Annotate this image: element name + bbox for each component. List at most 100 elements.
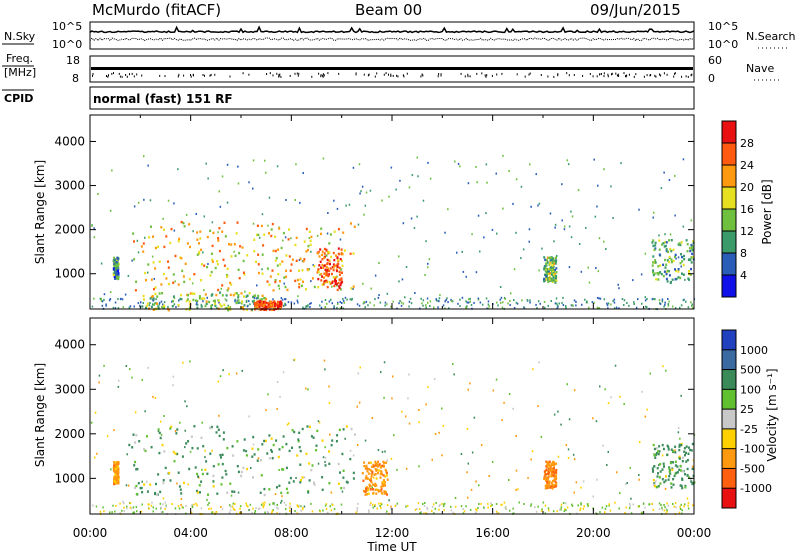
scatter-cell [239, 301, 241, 304]
scatter-cell [556, 304, 559, 307]
nave-mark [298, 72, 300, 75]
scatter-cell [259, 298, 261, 301]
scatter-cell [418, 508, 421, 511]
scatter-cell [302, 260, 305, 263]
scatter-cell [274, 259, 277, 262]
scatter-cell [678, 443, 681, 446]
scatter-cell [238, 251, 241, 255]
scatter-cell [547, 475, 550, 478]
scatter-cell [200, 507, 203, 510]
scatter-cell [139, 304, 141, 307]
scatter-cell [567, 457, 570, 459]
scatter-cell [293, 430, 296, 434]
scatter-cell [128, 443, 131, 447]
scatter-cell [491, 460, 494, 463]
scatter-cell [148, 507, 150, 510]
scatter-cell [360, 190, 362, 193]
scatter-cell [614, 364, 617, 367]
scatter-cell [94, 411, 97, 414]
scatter-cell [101, 300, 104, 303]
velocity-colorbar-tick: 1000 [740, 344, 768, 357]
nave-mark [214, 73, 216, 76]
date-title: 09/Jun/2015 [590, 1, 681, 19]
scatter-cell [202, 445, 205, 448]
scatter-cell [167, 282, 170, 286]
scatter-cell [112, 267, 115, 270]
scatter-cell [331, 504, 334, 506]
scatter-cell [134, 441, 137, 444]
scatter-cell [184, 400, 186, 403]
scatter-cell [139, 486, 142, 490]
scatter-cell [544, 484, 547, 487]
scatter-cell [133, 240, 135, 243]
scatter-cell [686, 459, 689, 462]
scatter-cell [285, 466, 288, 470]
scatter-cell [236, 440, 239, 443]
nave-mark [367, 74, 369, 77]
scatter-cell [408, 300, 411, 303]
scatter-cell [285, 442, 288, 446]
scatter-cell [115, 478, 118, 481]
scatter-cell [424, 274, 426, 276]
scatter-cell [234, 292, 237, 295]
scatter-cell [271, 457, 274, 460]
scatter-cell [570, 304, 573, 307]
scatter-cell [150, 278, 153, 281]
scatter-cell [254, 294, 257, 297]
scatter-cell [165, 505, 167, 508]
scatter-cell [239, 505, 242, 508]
scatter-cell [364, 439, 367, 442]
scatter-cell [679, 437, 681, 440]
scatter-cell [325, 254, 328, 257]
scatter-cell [144, 271, 147, 275]
scatter-cell [657, 278, 660, 281]
nave-mark [566, 72, 568, 75]
scatter-cell [560, 423, 562, 426]
scatter-cell [462, 512, 465, 515]
scatter-cell [218, 190, 220, 193]
scatter-cell [163, 415, 165, 417]
scatter-cell [330, 491, 333, 494]
scatter-cell [185, 442, 188, 445]
scatter-cell [183, 225, 186, 228]
scatter-cell [159, 436, 162, 440]
scatter-cell [147, 263, 150, 266]
scatter-cell [585, 226, 587, 229]
scatter-cell [573, 458, 576, 461]
scatter-cell [328, 385, 330, 388]
scatter-cell [340, 277, 343, 280]
nave-mark [438, 73, 440, 76]
scatter-cell [305, 387, 307, 390]
scatter-cell [554, 269, 556, 272]
scatter-cell [638, 505, 640, 508]
scatter-cell [378, 469, 381, 472]
scatter-cell [657, 273, 660, 276]
velocity-colorbar-segment [722, 330, 736, 351]
scatter-cell [325, 269, 328, 272]
scatter-cell [619, 492, 621, 495]
scatter-cell [152, 297, 155, 300]
power-ylabel: Slant Range [km] [33, 160, 47, 264]
scatter-cell [664, 233, 666, 236]
scatter-cell [168, 471, 171, 475]
scatter-cell [477, 298, 480, 301]
scatter-cell [451, 300, 454, 303]
scatter-cell [659, 462, 662, 466]
scatter-cell [228, 373, 230, 376]
scatter-cell [370, 502, 372, 504]
scatter-cell [361, 185, 364, 188]
scatter-cell [381, 450, 384, 453]
scatter-cell [575, 300, 577, 303]
scatter-cell [266, 452, 269, 455]
nave-trace [92, 72, 693, 78]
scatter-cell [366, 493, 369, 496]
scatter-cell [280, 303, 283, 306]
scatter-cell [543, 473, 546, 477]
scatter-cell [342, 428, 345, 431]
scatter-cell [626, 482, 628, 484]
nave-mark [611, 72, 613, 75]
nave-mark [190, 75, 192, 78]
scatter-cell [690, 256, 693, 259]
scatter-cell [157, 430, 160, 433]
